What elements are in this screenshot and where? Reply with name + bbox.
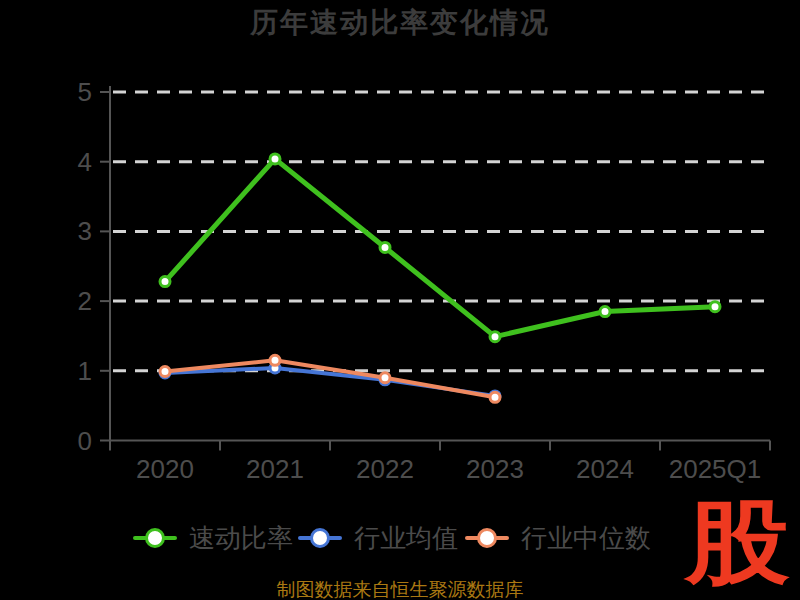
legend-item-quick-ratio[interactable]: 速动比率 bbox=[133, 516, 293, 560]
quick-ratio-chart: 历年速动比率变化情况 01234520202021202220232024202… bbox=[0, 0, 800, 600]
x-axis-label: 2024 bbox=[576, 454, 634, 484]
data-source-note: 制图数据来自恒生聚源数据库 bbox=[0, 577, 800, 600]
data-point bbox=[380, 373, 390, 383]
data-point bbox=[160, 366, 170, 376]
legend-marker-industry-mean bbox=[298, 527, 342, 549]
data-point bbox=[490, 392, 500, 402]
y-axis-label: 0 bbox=[78, 426, 92, 456]
data-point bbox=[270, 154, 280, 164]
series-line bbox=[165, 360, 495, 397]
legend-label-industry-median: 行业中位数 bbox=[521, 521, 651, 556]
y-axis-label: 5 bbox=[78, 77, 92, 107]
legend-label-industry-mean: 行业均值 bbox=[354, 521, 458, 556]
data-point bbox=[380, 242, 390, 252]
data-point bbox=[160, 277, 170, 287]
y-axis-label: 1 bbox=[78, 356, 92, 386]
plot-area: 0 1 2 3 4 5 2020 2021 2022 2023 2024 2025Q1 bbox=[0, 0, 800, 500]
brand-logo: 股 bbox=[686, 496, 790, 588]
legend-label-quick-ratio: 速动比率 bbox=[189, 521, 293, 556]
y-axis-label: 3 bbox=[78, 216, 92, 246]
x-axis-label: 2022 bbox=[356, 454, 414, 484]
data-point bbox=[600, 307, 610, 317]
x-axis-label: 2023 bbox=[466, 454, 524, 484]
legend-item-industry-mean[interactable]: 行业均值 bbox=[298, 516, 458, 560]
legend-marker-quick-ratio bbox=[133, 527, 177, 549]
data-point bbox=[490, 332, 500, 342]
data-point bbox=[710, 302, 720, 312]
legend-marker-industry-median bbox=[465, 527, 509, 549]
x-axis-label: 2020 bbox=[136, 454, 194, 484]
data-point bbox=[270, 355, 280, 365]
legend: 速动比率 行业均值 行业中位数 bbox=[0, 516, 800, 560]
legend-item-industry-median[interactable]: 行业中位数 bbox=[465, 516, 651, 560]
x-axis-label: 2021 bbox=[246, 454, 304, 484]
y-axis-label: 4 bbox=[78, 147, 92, 177]
series-line bbox=[165, 159, 715, 337]
x-axis-label: 2025Q1 bbox=[669, 454, 762, 484]
y-axis-label: 2 bbox=[78, 286, 92, 316]
